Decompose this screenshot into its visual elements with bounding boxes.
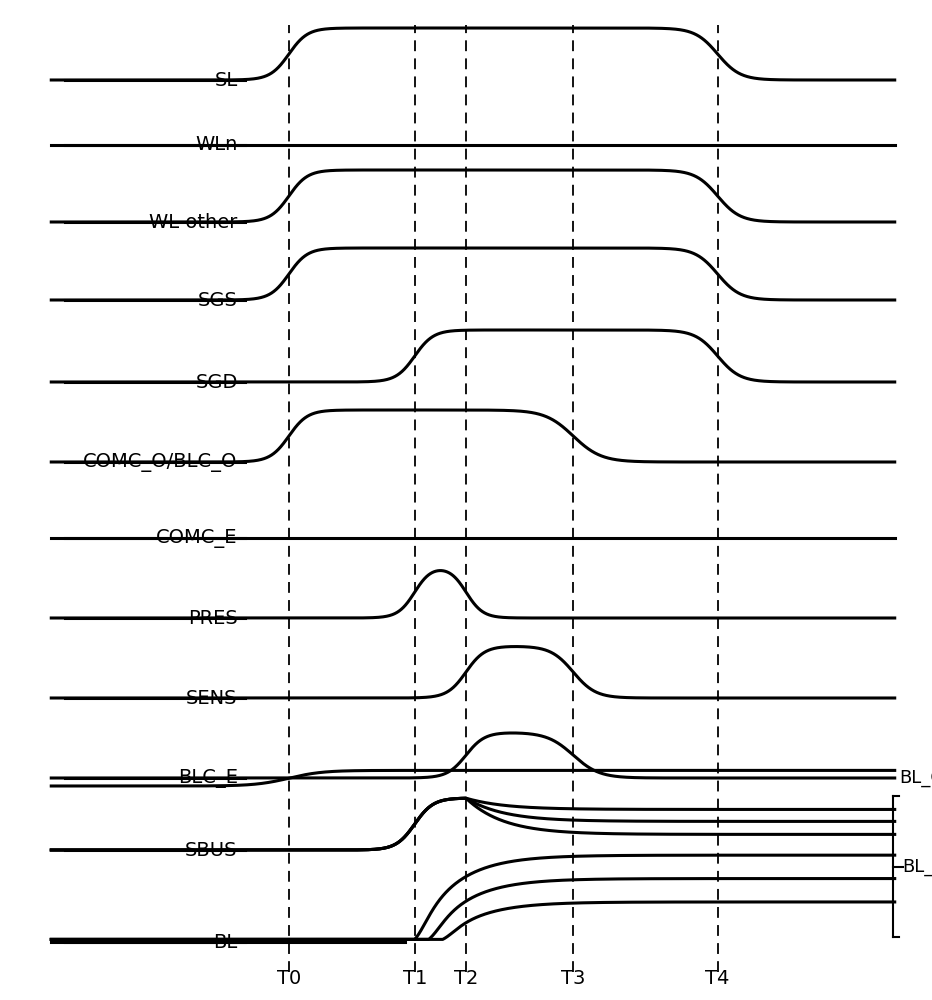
Text: BL: BL: [213, 932, 238, 952]
Text: BLC_E: BLC_E: [178, 768, 238, 788]
Text: SGS: SGS: [198, 290, 238, 310]
Text: COMC_E: COMC_E: [157, 528, 238, 548]
Text: SBUS: SBUS: [185, 840, 238, 859]
Text: T4: T4: [706, 969, 730, 988]
Text: SENS: SENS: [186, 688, 238, 708]
Text: SL: SL: [214, 70, 238, 90]
Text: T2: T2: [454, 969, 478, 988]
Text: PRES: PRES: [188, 608, 238, 628]
Text: COMC_O/BLC_O: COMC_O/BLC_O: [83, 452, 238, 472]
Text: SGD: SGD: [196, 372, 238, 391]
Text: WLn: WLn: [196, 135, 238, 154]
Text: WL other: WL other: [149, 213, 238, 232]
Text: BL_E: BL_E: [902, 858, 932, 876]
Text: T3: T3: [561, 969, 585, 988]
Text: T0: T0: [277, 969, 301, 988]
Text: T1: T1: [403, 969, 427, 988]
Text: BL_O: BL_O: [899, 769, 932, 787]
